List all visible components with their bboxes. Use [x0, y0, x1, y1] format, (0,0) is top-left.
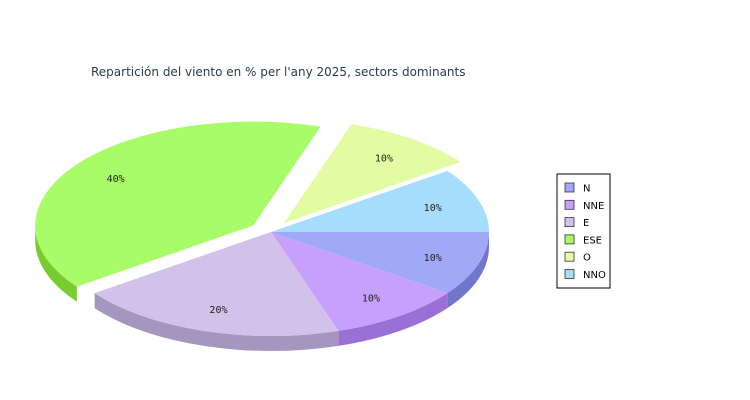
legend-label-n: N: [583, 184, 590, 195]
slice-nno: [271, 170, 489, 232]
legend-swatch-nno: [564, 269, 575, 279]
slice-e: [94, 232, 339, 336]
slice-ese: [35, 121, 321, 287]
slice-side-n: [447, 232, 489, 309]
legend: N NNE E ESE O NNO: [556, 173, 611, 289]
legend-label-ese: ESE: [583, 235, 602, 246]
slice-label-nno: 10%: [424, 203, 442, 214]
legend-swatch-e: [564, 217, 575, 228]
legend-swatch-o: [564, 251, 575, 262]
legend-swatch-ese: [564, 234, 575, 245]
legend-swatch-n: [564, 182, 575, 193]
slice-n: [271, 232, 489, 294]
slice-nne: [271, 232, 448, 331]
legend-label-e: E: [583, 218, 589, 229]
pie-slices: [35, 121, 489, 336]
slice-side-nne: [338, 293, 448, 346]
slice-label-n: 10%: [424, 253, 442, 264]
slice-labels: 10% 10% 20% 40% 10% 10%: [107, 153, 442, 316]
slice-label-o: 10%: [375, 153, 393, 164]
legend-label-nne: NNE: [583, 201, 604, 212]
pie-sides: [35, 225, 489, 352]
slice-side-e: [94, 293, 339, 352]
slice-o: [283, 124, 461, 224]
slice-label-e: 20%: [209, 305, 227, 316]
slice-label-nne: 10%: [362, 294, 380, 305]
legend-swatch-nne: [564, 199, 575, 210]
legend-box: [556, 173, 611, 289]
slice-label-ese: 40%: [107, 174, 125, 185]
legend-label-o: O: [583, 253, 591, 264]
legend-label-nno: NNO: [583, 270, 606, 281]
chart-title: Repartición del viento en % per l'any 20…: [91, 65, 465, 79]
slice-side-ese: [35, 225, 77, 302]
